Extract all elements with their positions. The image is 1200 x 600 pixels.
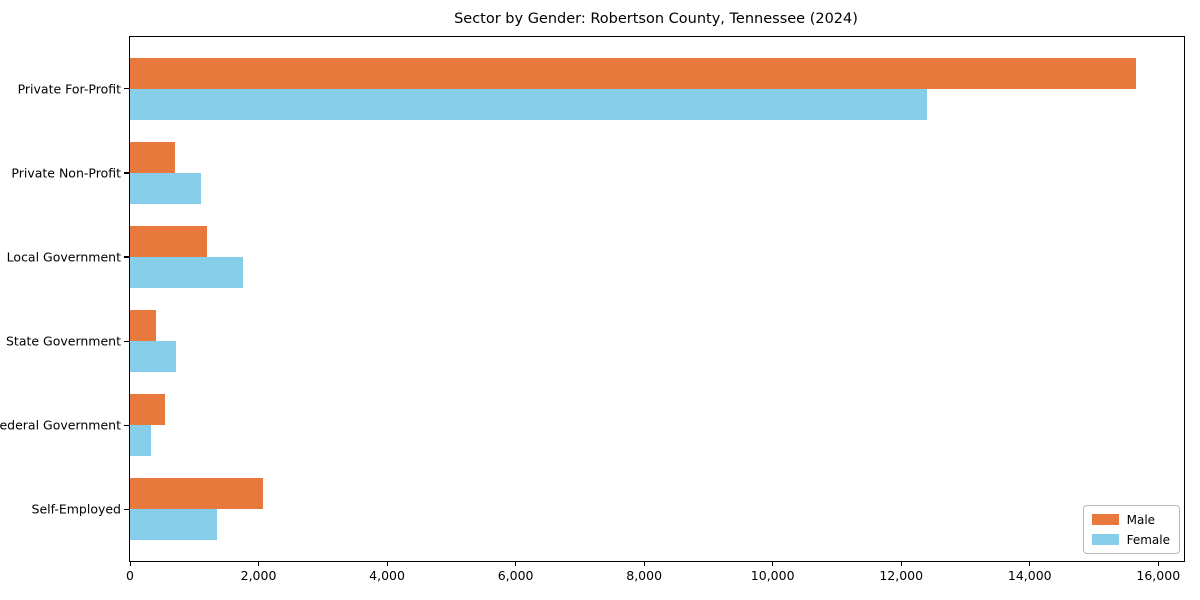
- legend-item-female: Female: [1091, 532, 1170, 547]
- x-tick-label-2000: 2,000: [240, 568, 277, 583]
- bar-male-private-for-profit: [130, 57, 1136, 89]
- bar-female-private-non-profit: [130, 172, 201, 204]
- y-tick-label-private-for-profit: Private For-Profit: [17, 81, 121, 97]
- x-tick-mark-8000: [643, 561, 645, 566]
- x-tick-label-6000: 6,000: [497, 568, 534, 583]
- bar-male-self-employed: [130, 478, 264, 510]
- y-tick-mark-private-for-profit: [124, 88, 129, 90]
- legend-label-male: Male: [1126, 512, 1156, 527]
- x-tick-label-10000: 10,000: [750, 568, 795, 583]
- y-tick-label-local-government: Local Government: [6, 249, 121, 265]
- x-tick-label-16000: 16,000: [1136, 568, 1181, 583]
- y-tick-mark-self-employed: [124, 508, 129, 510]
- y-tick-mark-local-government: [124, 256, 129, 258]
- bar-female-federal-government: [130, 425, 152, 457]
- chart-title: Sector by Gender: Robertson County, Tenn…: [454, 11, 858, 27]
- x-tick-mark-16000: [1157, 561, 1159, 566]
- x-tick-mark-14000: [1029, 561, 1031, 566]
- bar-female-self-employed: [130, 509, 217, 541]
- x-tick-mark-4000: [386, 561, 388, 566]
- plot-area: Male Female Private For-Profit Private Non…: [0, 36, 1185, 583]
- x-tick-label-12000: 12,000: [879, 568, 924, 583]
- y-tick-mark-state-government: [124, 340, 129, 342]
- legend-item-male: Male: [1091, 512, 1170, 527]
- legend-swatch-female: [1091, 534, 1119, 545]
- bar-female-private-for-profit: [130, 88, 927, 120]
- bar-female-local-government: [130, 256, 244, 289]
- legend-label-female: Female: [1126, 532, 1170, 547]
- y-tick-label-private-non-profit: Private Non-Profit: [11, 165, 121, 181]
- x-tick-mark-12000: [900, 561, 902, 566]
- x-tick-label-8000: 8,000: [626, 568, 663, 583]
- y-tick-label-state-government: State Government: [5, 333, 121, 349]
- y-tick-label-federal-government: Federal Government: [0, 417, 121, 433]
- x-tick-mark-6000: [515, 561, 517, 566]
- y-tick-label-self-employed: Self-Employed: [31, 501, 121, 517]
- bar-female-state-government: [130, 341, 176, 373]
- x-tick-label-0: 0: [126, 568, 134, 583]
- x-tick-label-4000: 4,000: [369, 568, 405, 583]
- legend: Male Female: [1082, 505, 1180, 554]
- bar-male-private-non-profit: [130, 141, 175, 173]
- x-tick-mark-10000: [772, 561, 774, 566]
- bar-male-federal-government: [130, 394, 165, 426]
- y-tick-mark-federal-government: [124, 424, 129, 426]
- bar-male-state-government: [130, 309, 156, 342]
- x-tick-mark-2000: [258, 561, 260, 566]
- x-tick-label-14000: 14,000: [1007, 568, 1052, 583]
- y-tick-mark-private-non-profit: [124, 172, 129, 174]
- legend-swatch-male: [1091, 514, 1119, 525]
- bar-male-local-government: [130, 225, 208, 257]
- x-tick-mark-0: [129, 561, 131, 566]
